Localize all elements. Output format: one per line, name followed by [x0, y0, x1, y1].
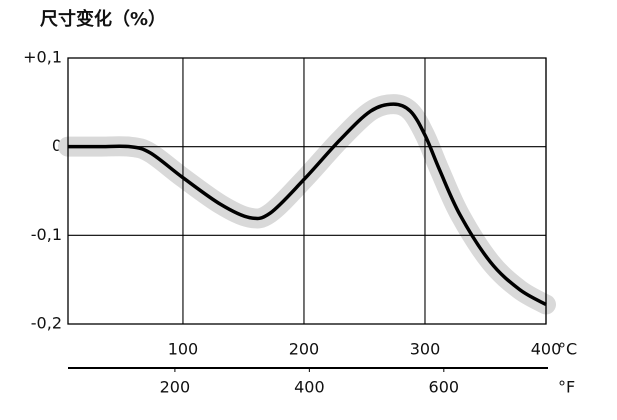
x-tick-label: 300	[410, 340, 441, 359]
x-tick-label: 400	[531, 340, 562, 359]
y-tick-label: +0,1	[23, 48, 62, 67]
x2-tick-label: 400	[294, 378, 325, 397]
x2-unit: °F	[558, 378, 575, 397]
y-tick-label: -0,2	[31, 314, 62, 333]
plot-frame	[67, 57, 547, 325]
chart-title: 尺寸变化（%）	[40, 8, 166, 30]
x2-tick-label: 600	[429, 378, 460, 397]
x-unit: °C	[558, 340, 577, 359]
y-tick-label: -0,1	[31, 225, 62, 244]
x2-tick-label: 200	[160, 378, 191, 397]
x-tick-label: 200	[289, 340, 320, 359]
y-tick-label: 0	[52, 136, 62, 155]
line	[68, 102, 547, 307]
tolerance-band	[58, 94, 556, 315]
x-tick-label: 100	[168, 340, 199, 359]
